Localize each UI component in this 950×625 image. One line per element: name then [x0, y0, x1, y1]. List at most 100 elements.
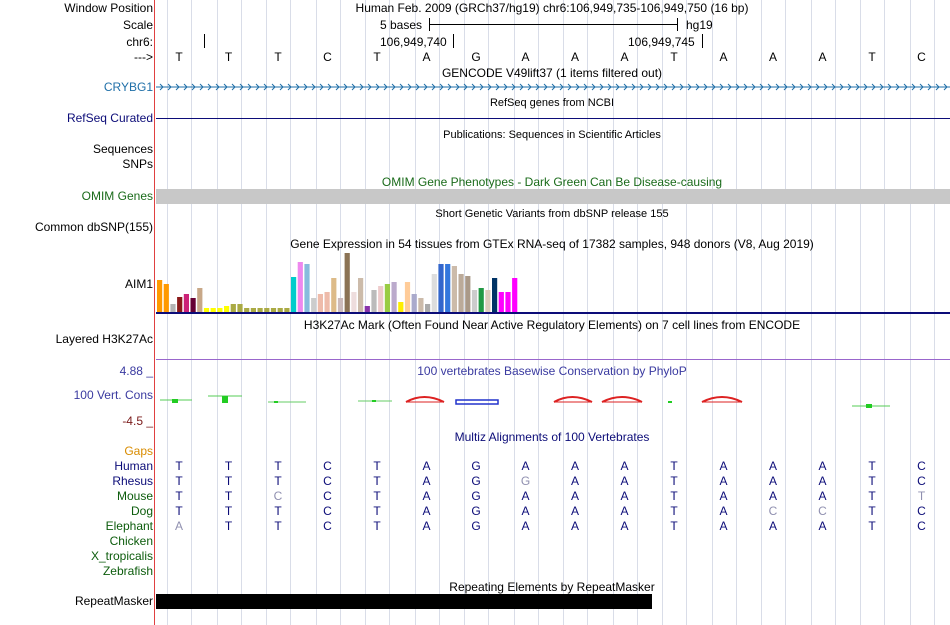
multiz-species-label[interactable]: Mouse — [116, 489, 153, 503]
gtex-tissue-bar[interactable] — [291, 277, 297, 312]
gtex-tissue-bar[interactable] — [190, 298, 196, 312]
phylop-signal[interactable] — [156, 390, 950, 410]
gtex-tissue-bar[interactable] — [445, 264, 451, 312]
gtex-tissue-bar[interactable] — [492, 278, 498, 312]
gtex-tissue-bar[interactable] — [264, 308, 270, 312]
gtex-tissue-bar[interactable] — [465, 276, 471, 312]
gtex-tissue-bar[interactable] — [404, 282, 411, 312]
gtex-tissue-bar[interactable] — [230, 304, 236, 312]
gencode-gene-label[interactable]: CRYBG1 — [103, 80, 153, 94]
gtex-tissue-bar[interactable] — [344, 253, 350, 312]
gtex-tissue-bar[interactable] — [411, 294, 417, 312]
multiz-base: T — [868, 489, 876, 503]
dbsnp-track-label[interactable]: Common dbSNP(155) — [34, 220, 153, 234]
gtex-tissue-bar[interactable] — [270, 308, 277, 312]
multiz-track-title[interactable]: Multiz Alignments of 100 Vertebrates — [454, 430, 650, 444]
gencode-gene-track[interactable] — [156, 81, 950, 93]
gtex-tissue-bar[interactable] — [237, 304, 243, 312]
multiz-species-label[interactable]: Human — [114, 459, 153, 473]
gtex-tissue-bar[interactable] — [418, 298, 424, 312]
gtex-tissue-bar[interactable] — [304, 264, 310, 312]
dbsnp-track-title[interactable]: Short Genetic Variants from dbSNP releas… — [435, 208, 669, 220]
gtex-gene-label[interactable]: AIM1 — [124, 277, 153, 291]
strand-arrow — [487, 83, 492, 91]
chrom-tick-735 — [204, 34, 205, 48]
gtex-tissue-bar[interactable] — [451, 266, 457, 312]
gtex-tissue-bar[interactable] — [324, 292, 330, 312]
gtex-tissue-bar[interactable] — [471, 290, 478, 312]
gtex-tissue-bar[interactable] — [217, 308, 223, 312]
refseq-track-label[interactable]: RefSeq Curated — [66, 111, 153, 125]
gtex-tissue-bar[interactable] — [177, 297, 183, 312]
strand-arrow — [599, 83, 604, 91]
h3k27ac-track-label[interactable]: Layered H3K27Ac — [55, 332, 153, 346]
gtex-tissue-bar[interactable] — [210, 308, 216, 312]
gtex-tissue-bar[interactable] — [170, 304, 176, 312]
gtex-tissue-bar[interactable] — [478, 288, 484, 312]
gtex-tissue-bar[interactable] — [398, 302, 404, 312]
multiz-species-label[interactable]: Dog — [130, 504, 153, 518]
publications-label-snps[interactable]: SNPs — [122, 157, 153, 171]
gtex-tissue-bar[interactable] — [284, 308, 290, 312]
gtex-tissue-bar[interactable] — [203, 308, 210, 312]
gtex-tissue-bar[interactable] — [317, 294, 323, 312]
gtex-track-title[interactable]: Gene Expression in 54 tissues from GTEx … — [290, 237, 814, 251]
gencode-track-title[interactable]: GENCODE V49lift37 (1 items filtered out) — [441, 66, 663, 80]
gtex-tissue-bar[interactable] — [438, 264, 444, 312]
gtex-tissue-bar[interactable] — [425, 304, 431, 312]
assembly-label: hg19 — [686, 18, 713, 32]
multiz-species-label[interactable]: Elephant — [105, 519, 153, 533]
h3k27ac-signal-line[interactable] — [156, 359, 950, 360]
gtex-tissue-bar[interactable] — [351, 292, 357, 312]
repeatmasker-track-label[interactable]: RepeatMasker — [74, 594, 153, 608]
multiz-species-label[interactable]: Zebrafish — [102, 564, 153, 578]
gtex-tissue-bar[interactable] — [498, 292, 504, 312]
gtex-tissue-bar[interactable] — [197, 288, 203, 312]
gtex-tissue-bar[interactable] — [311, 298, 317, 312]
publications-label-sequences[interactable]: Sequences — [92, 142, 153, 156]
repeatmasker-track-title[interactable]: Repeating Elements by RepeatMasker — [449, 580, 655, 594]
gtex-tissue-bar[interactable] — [277, 308, 283, 312]
h3k27ac-track-title[interactable]: H3K27Ac Mark (Often Found Near Active Re… — [303, 318, 801, 332]
gtex-tissue-bar[interactable] — [458, 274, 464, 312]
gtex-tissue-bar[interactable] — [244, 308, 250, 312]
phylop-track-label[interactable]: 100 Vert. Cons — [73, 388, 153, 402]
gtex-tissue-bar[interactable] — [224, 306, 230, 312]
omim-track-title[interactable]: OMIM Gene Phenotypes - Dark Green Can Be… — [381, 175, 723, 189]
gtex-tissue-bar[interactable] — [337, 298, 344, 312]
window-position-text[interactable]: Human Feb. 2009 (GRCh37/hg19) chr6:106,9… — [355, 1, 749, 15]
gtex-tissue-bar[interactable] — [431, 274, 437, 312]
gtex-expression-chart[interactable] — [156, 252, 536, 313]
gtex-tissue-bar[interactable] — [257, 308, 263, 312]
multiz-gaps-label[interactable]: Gaps — [124, 444, 153, 458]
publications-track-title[interactable]: Publications: Sequences in Scientific Ar… — [443, 129, 661, 141]
refseq-gene-line[interactable] — [156, 118, 950, 119]
gtex-tissue-bar[interactable] — [505, 292, 511, 312]
refseq-track-title[interactable]: RefSeq genes from NCBI — [489, 97, 615, 109]
multiz-species-label[interactable]: Rhesus — [112, 474, 153, 488]
gtex-tissue-bar[interactable] — [364, 306, 370, 312]
gtex-tissue-bar[interactable] — [378, 286, 384, 312]
omim-track-label[interactable]: OMIM Genes — [81, 189, 153, 203]
gtex-tissue-bar[interactable] — [250, 308, 256, 312]
gtex-tissue-bar[interactable] — [157, 280, 163, 312]
gtex-tissue-bar[interactable] — [512, 278, 518, 312]
strand-arrow — [863, 83, 868, 91]
gtex-tissue-bar[interactable] — [297, 262, 303, 312]
gtex-tissue-bar[interactable] — [331, 278, 337, 312]
gtex-tissue-bar[interactable] — [384, 284, 390, 312]
multiz-species-label[interactable]: Chicken — [109, 534, 153, 548]
gtex-tissue-bar[interactable] — [391, 282, 397, 312]
phylop-track-title[interactable]: 100 vertebrates Basewise Conservation by… — [417, 364, 687, 378]
gtex-tissue-bar[interactable] — [371, 290, 377, 312]
multiz-species-label[interactable]: X_tropicalis — [90, 549, 153, 563]
multiz-base: T — [224, 459, 233, 473]
gtex-tissue-bar[interactable] — [163, 284, 169, 312]
omim-gene-bar[interactable] — [156, 189, 950, 204]
repeatmasker-element-bar[interactable] — [156, 594, 652, 609]
gtex-tissue-bar[interactable] — [183, 294, 189, 312]
strand-arrow — [655, 83, 660, 91]
gtex-tissue-bar[interactable] — [358, 278, 364, 312]
gtex-tissue-bar[interactable] — [485, 290, 491, 312]
